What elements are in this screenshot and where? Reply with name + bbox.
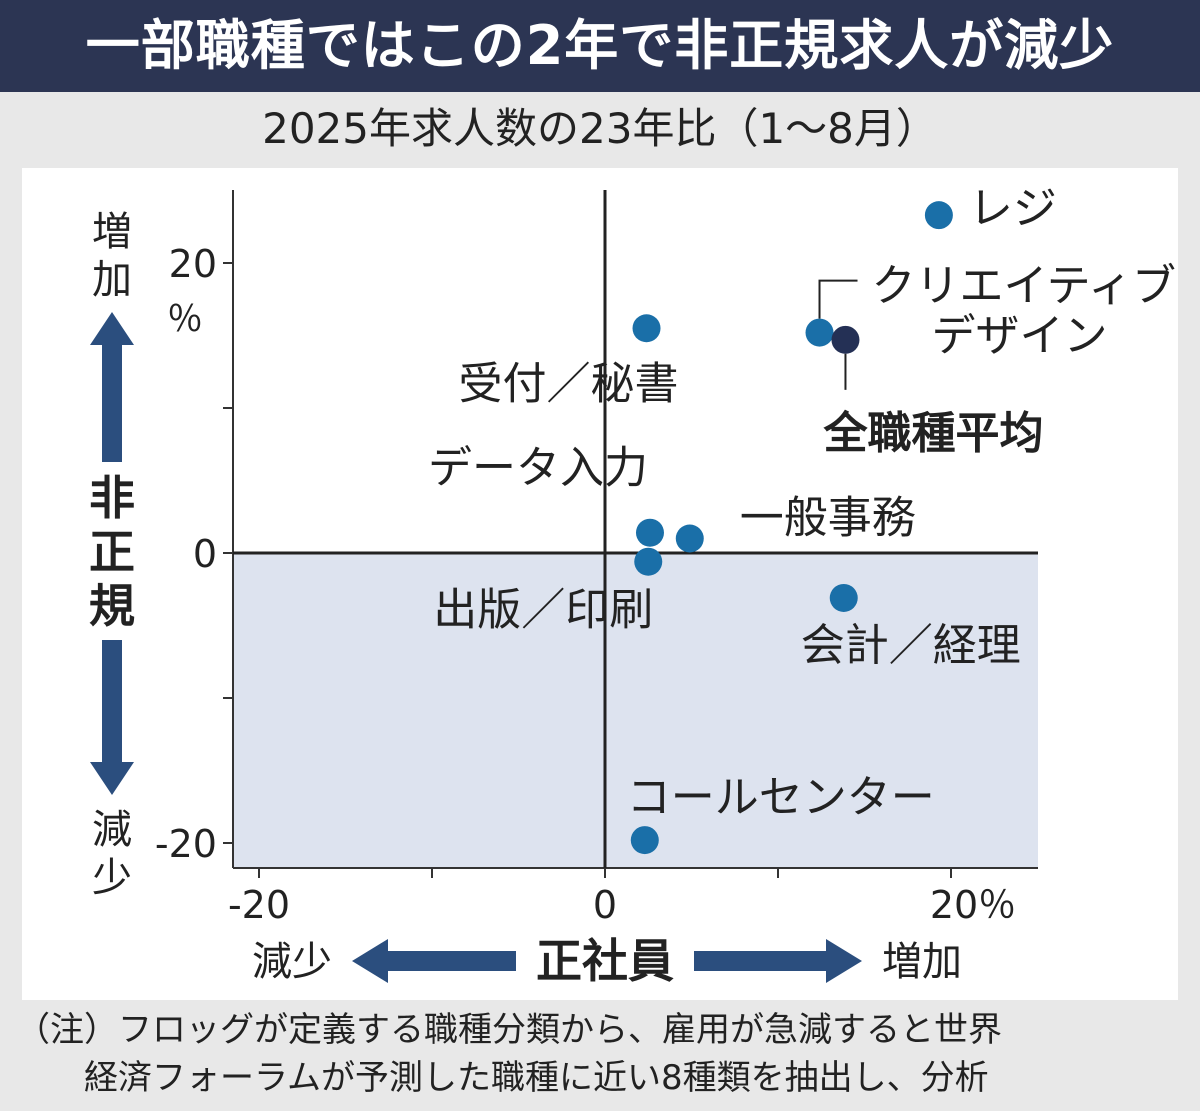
shaded-quadrant-layer xyxy=(233,553,1038,868)
x-tick-label: 0 xyxy=(593,883,617,927)
data-point xyxy=(829,583,858,612)
x-tick-label: -20 xyxy=(228,883,290,927)
y-tick-label: 0 xyxy=(193,532,217,576)
shaded-negative-quadrant xyxy=(233,553,1038,868)
ticks-layer: 20 0 -20 ％ -20 0 20％ xyxy=(155,242,1016,927)
point-label: レジ xyxy=(969,183,1057,234)
y-tick-label: -20 xyxy=(155,822,217,866)
y-unit-label: ％ xyxy=(167,299,203,340)
y-axis-title-char: 規 xyxy=(89,579,135,633)
average-label: 全職種平均 xyxy=(822,408,1043,459)
y-axis-title-char: 非 xyxy=(89,471,135,525)
point-label: データ入力 xyxy=(428,443,648,494)
down-arrow xyxy=(90,640,134,795)
leader-line xyxy=(818,279,858,319)
point-label: コールセンター xyxy=(627,772,935,823)
x-axis-title: 正社員 xyxy=(536,934,674,988)
up-arrow xyxy=(90,312,134,462)
y-axis-title-char: 正 xyxy=(89,525,135,579)
left-arrow xyxy=(352,939,516,983)
x-tick-label: 20％ xyxy=(930,883,1016,927)
x-increase-label: 増加 xyxy=(882,939,962,985)
chart-title: 一部職種ではこの2年で非正規求人が減少 xyxy=(85,14,1115,77)
right-arrow xyxy=(694,939,862,983)
y-decrease-label-2: 少 xyxy=(92,855,132,901)
point-label: 会計／経理 xyxy=(801,620,1021,671)
point-label: 受付／秘書 xyxy=(459,358,679,409)
point-label: 一般事務 xyxy=(740,493,916,544)
axes-layer xyxy=(232,190,1038,869)
y-tick-label: 20 xyxy=(169,242,217,286)
data-point xyxy=(675,524,704,553)
points-layer xyxy=(630,201,953,855)
y-increase-label-2: 加 xyxy=(92,257,132,303)
y-decrease-label-1: 減 xyxy=(92,807,132,853)
point-label: デザイン xyxy=(932,311,1108,362)
data-point xyxy=(924,201,953,230)
data-point xyxy=(635,518,664,547)
point-label: クリエイティブ xyxy=(872,261,1176,312)
footnote-line-1: （注）フロッグが定義する職種分類から、雇用が急減すると世界 xyxy=(16,1010,1002,1050)
data-point xyxy=(634,547,663,576)
average-data-point xyxy=(831,325,860,354)
data-point xyxy=(630,826,659,855)
chart-subtitle: 2025年求人数の23年比（1～8月） xyxy=(262,104,938,153)
footnote-line-2: 経済フォーラムが予測した職種に近い8種類を抽出し、分析 xyxy=(84,1058,989,1098)
y-increase-label-1: 増 xyxy=(92,209,132,255)
title-bar xyxy=(0,0,1200,92)
x-decrease-label: 減少 xyxy=(252,939,332,985)
point-label: 出版／印刷 xyxy=(433,585,653,636)
data-point xyxy=(632,314,661,343)
data-point xyxy=(805,318,834,347)
